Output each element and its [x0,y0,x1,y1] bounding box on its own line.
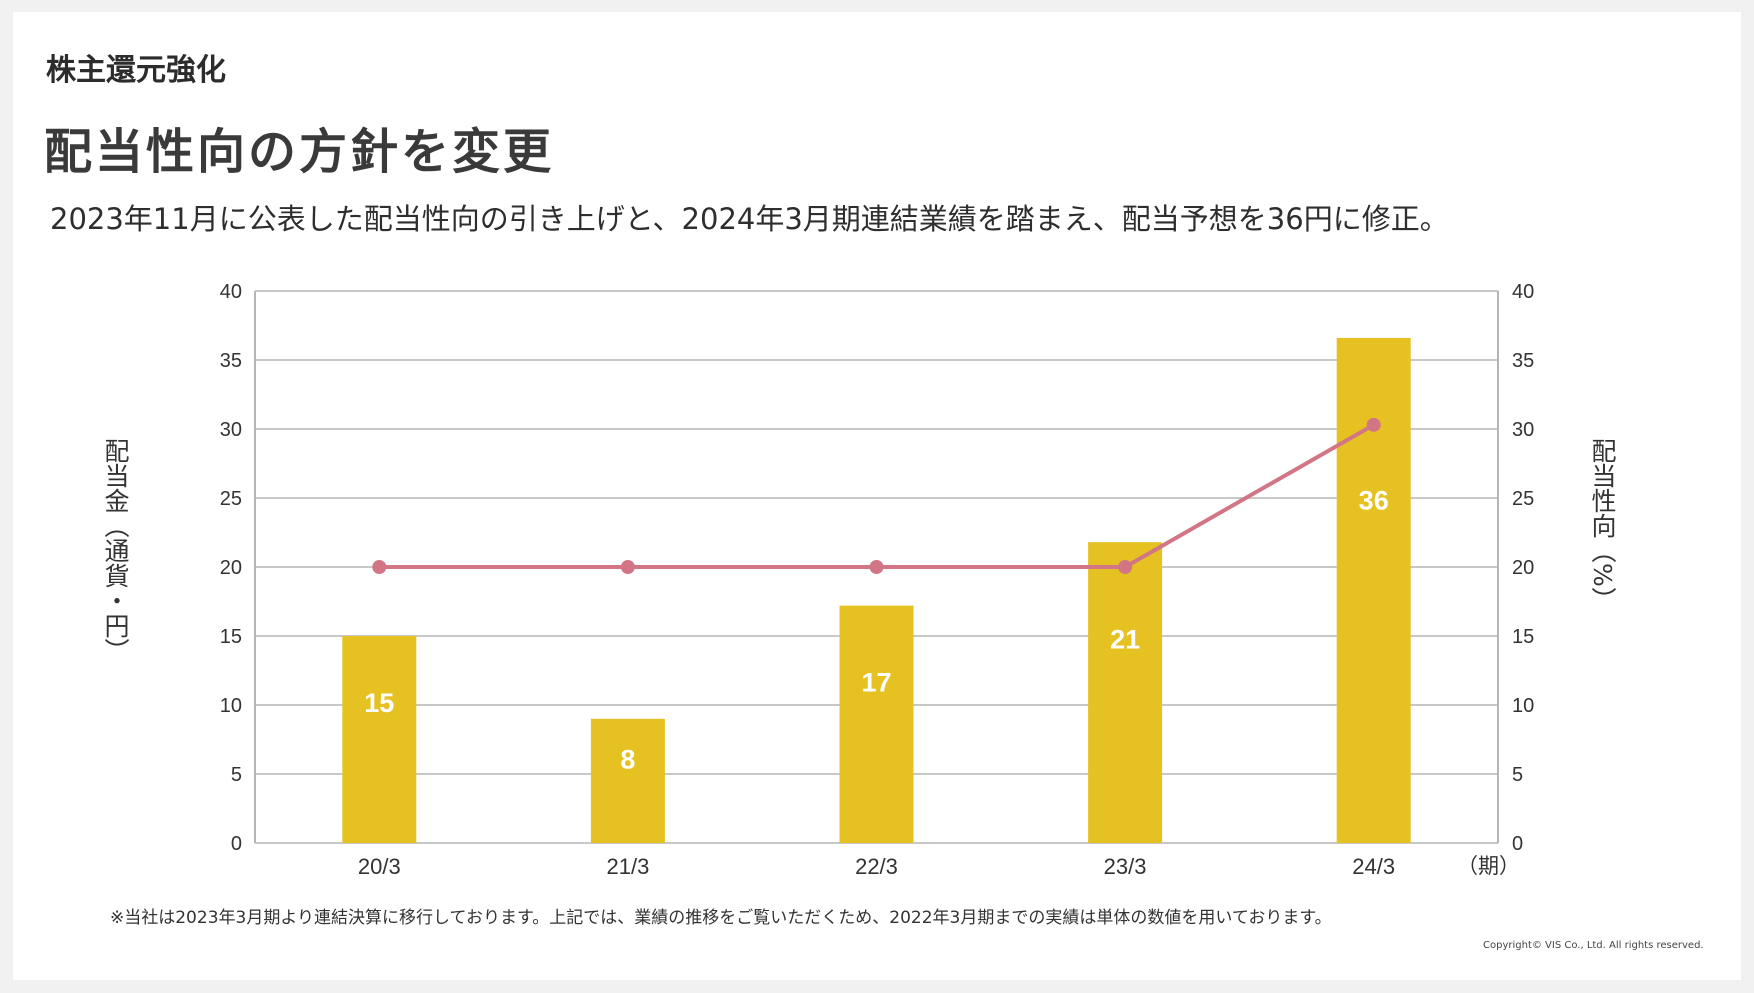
line-point [620,560,635,574]
y-tick-label-right: 30 [1512,419,1534,441]
page-title: 配当性向の方針を変更 [44,124,555,180]
y-axis-right-title: 配当性向（%） [1588,438,1617,612]
y-tick-label-left: 20 [220,557,242,579]
bar [1088,542,1163,843]
x-tick-label: 23/3 [1104,854,1147,879]
y-tick-label-left: 10 [220,695,242,717]
bar [590,718,665,843]
bar [839,605,914,843]
y-tick-label-right: 0 [1512,833,1523,855]
y-tick-label-left: 0 [231,833,242,855]
footnote: ※当社は2023年3月期より連結決算に移行しております。上記では、業績の推移をご… [110,908,1332,928]
bar [342,636,417,843]
y-tick-label-left: 5 [231,764,242,786]
x-tick-label: 21/3 [606,854,649,879]
bar-data-label: 17 [861,668,891,698]
y-tick-label-left: 30 [220,419,242,441]
y-tick-label-right: 20 [1512,557,1534,579]
bar-data-label: 15 [364,688,394,718]
section-heading: 株主還元強化 [46,53,226,88]
y-tick-label-right: 5 [1512,764,1523,786]
line-point [1366,417,1381,432]
line-point [1118,560,1133,574]
x-axis-unit-label: （期） [1457,855,1520,878]
y-axis-left-title: 配当金（通貨・円） [101,438,130,663]
y-tick-label-right: 35 [1512,350,1534,372]
y-tick-label-left: 35 [220,350,242,372]
bar [1336,337,1411,843]
line-point [372,560,387,574]
bar-data-label: 36 [1359,486,1389,516]
bar-data-label: 21 [1110,624,1140,654]
y-tick-label-left: 25 [220,488,242,510]
payout-ratio-line [379,423,1375,569]
x-tick-label: 24/3 [1352,854,1395,879]
y-tick-label-right: 40 [1512,281,1534,303]
y-tick-label-left: 15 [220,626,242,648]
page-subtitle: 2023年11月に公表した配当性向の引き上げと、2024年3月期連結業績を踏まえ… [50,202,1449,236]
y-tick-label-left: 40 [220,281,242,303]
line-point [869,560,884,574]
y-tick-label-right: 10 [1512,695,1534,717]
x-tick-label: 20/3 [358,854,401,879]
copyright: Copyright© VIS Co., Ltd. All rights rese… [1483,940,1704,951]
y-tick-label-right: 15 [1512,626,1534,648]
x-tick-label: 22/3 [855,854,898,879]
bar-data-label: 8 [620,745,635,775]
y-tick-label-right: 25 [1512,488,1534,510]
